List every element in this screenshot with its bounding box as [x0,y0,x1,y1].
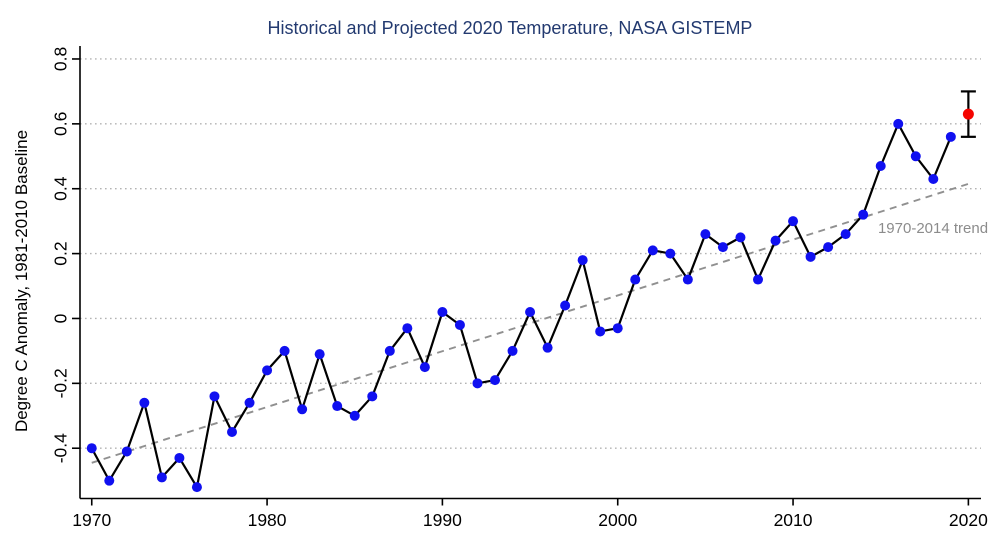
point-1994 [507,345,518,356]
point-1998 [577,255,588,266]
point-1990 [437,306,448,317]
point-2008 [752,274,763,285]
y-tick-label: -0.4 [51,433,71,463]
point-2014 [858,209,869,220]
y-tick-label: 0.8 [51,47,71,71]
x-tick-label: 2010 [774,510,813,530]
point-2009 [770,235,781,246]
projected-point-2020 [962,108,974,120]
y-tick-label: -0.2 [51,368,71,398]
point-2018 [928,173,939,184]
point-2013 [840,229,851,240]
point-1989 [419,362,430,373]
point-1985 [349,410,360,421]
x-tick-label: 1980 [248,510,287,530]
point-1995 [525,306,536,317]
point-2001 [630,274,641,285]
x-tick-label: 2020 [949,510,988,530]
x-tick-label: 2000 [598,510,637,530]
point-1980 [262,365,273,376]
point-1991 [454,319,465,330]
chart-title: Historical and Projected 2020 Temperatur… [268,18,753,38]
point-1983 [314,349,325,360]
point-1979 [244,397,255,408]
point-2016 [893,118,904,129]
trend-line [91,182,969,464]
point-2019 [945,131,956,142]
y-tick-label: 0.2 [51,241,71,265]
point-2017 [910,151,921,162]
x-tick-label: 1970 [72,510,111,530]
point-1988 [402,323,413,334]
point-1970 [86,443,97,454]
point-1973 [139,397,150,408]
point-2002 [647,245,658,256]
point-2010 [788,216,799,227]
point-2006 [717,242,728,253]
trend-label: 1970-2014 trend [878,220,988,237]
point-2007 [735,232,746,243]
point-1999 [595,326,606,337]
point-1977 [209,391,220,402]
point-1992 [472,378,483,389]
point-1984 [332,401,343,412]
x-tick-label: 1990 [423,510,462,530]
point-1996 [542,342,553,353]
point-1997 [560,300,571,311]
point-2015 [875,161,886,172]
y-tick-label: 0.4 [51,176,71,201]
point-1975 [174,452,185,463]
point-2005 [700,229,711,240]
point-1972 [121,446,132,457]
point-1987 [384,345,395,356]
y-tick-label: 0.6 [51,112,71,136]
point-1993 [489,375,500,386]
point-2004 [682,274,693,285]
point-2000 [612,323,623,334]
plot-area: -0.4 -0.2 0 0.2 0.4 0.6 0.8 1970 1980 1990 2000 201… [51,46,988,530]
point-1981 [279,345,290,356]
y-axis-title: Degree C Anomaly, 1981-2010 Baseline [12,130,31,432]
y-tick-label: 0 [51,313,71,323]
point-1976 [191,482,202,493]
point-2011 [805,251,816,262]
point-1986 [367,391,378,402]
series-line [90,122,952,489]
point-2003 [665,248,676,259]
point-1971 [104,475,115,486]
point-1978 [227,427,238,438]
point-1982 [297,404,308,415]
point-1974 [156,472,167,483]
point-2012 [823,242,834,253]
